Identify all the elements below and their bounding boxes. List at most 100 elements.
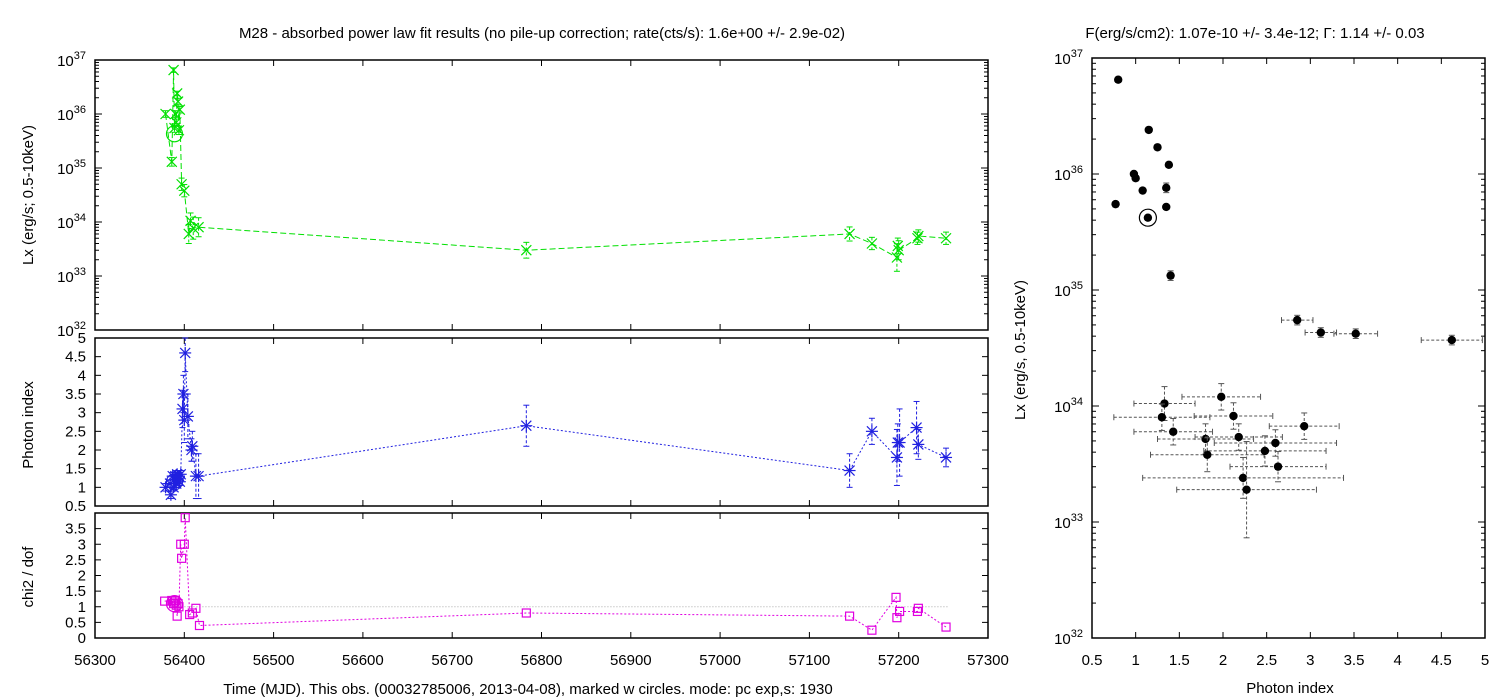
pi-y-tick-label: 3.5 xyxy=(65,386,86,403)
time-tick-label: 57200 xyxy=(878,652,920,669)
pi-series-line xyxy=(165,352,947,495)
pi-y-tick-label: 0.5 xyxy=(65,498,86,515)
pi-y-tick-label: 4.5 xyxy=(65,349,86,366)
time-tick-label: 56800 xyxy=(521,652,563,669)
marked-observation-circle xyxy=(165,125,184,143)
sc-y-tick-label: 1034 xyxy=(1054,396,1083,416)
data-point xyxy=(1164,160,1174,170)
data-point xyxy=(160,596,170,606)
sc-y-tick-label: 1036 xyxy=(1054,164,1083,184)
chi2-series-line xyxy=(164,517,947,631)
data-point xyxy=(1111,199,1120,209)
sc-x-tick-label: 3.5 xyxy=(1344,652,1365,669)
data-point xyxy=(1169,427,1178,436)
data-point xyxy=(160,108,171,120)
data-point xyxy=(1166,271,1175,280)
lx-y-tick-label: 1033 xyxy=(57,266,86,286)
data-point xyxy=(191,603,201,613)
data-point xyxy=(894,606,905,617)
time-tick-label: 56500 xyxy=(253,652,295,669)
data-point xyxy=(173,124,185,136)
data-point xyxy=(177,553,187,563)
lx-y-tick-label: 1037 xyxy=(57,50,86,70)
sc-x-tick-label: 1 xyxy=(1131,652,1139,669)
data-point xyxy=(174,104,186,116)
data-point xyxy=(520,244,532,256)
lx-y-tick-label: 1034 xyxy=(57,212,86,232)
data-point xyxy=(941,622,951,632)
data-point xyxy=(178,185,190,197)
data-point xyxy=(892,240,904,252)
data-point xyxy=(521,608,531,618)
data-point xyxy=(912,230,924,242)
marked-observation-circle xyxy=(165,473,184,491)
pi-y-tick-label: 2.5 xyxy=(65,423,86,440)
data-point xyxy=(1162,202,1171,212)
data-point xyxy=(1153,143,1162,152)
chi-y-tick-label: 0 xyxy=(78,630,86,647)
data-point xyxy=(844,228,856,240)
chi-y-tick-label: 0.5 xyxy=(65,614,86,631)
data-point xyxy=(171,600,181,610)
chi-y-tick-label: 2 xyxy=(78,568,86,585)
sc-y-tick-label: 1032 xyxy=(1054,628,1083,648)
data-point xyxy=(1273,462,1283,471)
lx-y-tick-label: 1036 xyxy=(57,104,86,124)
pi-y-tick-label: 3 xyxy=(78,405,86,422)
marked-observation-circle xyxy=(165,595,184,613)
data-point xyxy=(1143,213,1153,222)
data-point xyxy=(912,232,923,244)
data-point xyxy=(183,228,195,240)
sc-x-tick-label: 2 xyxy=(1219,652,1227,669)
chi-y-tick-label: 1.5 xyxy=(65,583,86,600)
time-tick-label: 56400 xyxy=(163,652,205,669)
data-point xyxy=(1203,450,1212,459)
chi-y-tick-label: 2.5 xyxy=(65,552,86,569)
data-point xyxy=(892,613,902,623)
chi-y-tick-label: 3 xyxy=(78,536,86,553)
data-point xyxy=(1157,413,1167,422)
data-point xyxy=(867,625,877,635)
data-point xyxy=(193,221,205,233)
data-point xyxy=(168,64,180,76)
data-point xyxy=(866,238,878,249)
lx-axis-label: Lx (erg/s; 0.5-10keV) xyxy=(20,125,37,265)
data-point xyxy=(1131,174,1140,183)
lx-y-tick-label: 1035 xyxy=(57,158,86,178)
time-tick-label: 56600 xyxy=(342,652,384,669)
data-point xyxy=(194,620,205,631)
data-point xyxy=(1271,438,1280,448)
sc-y-tick-label: 1033 xyxy=(1054,512,1083,532)
pi-y-tick-label: 4 xyxy=(78,367,86,384)
data-point xyxy=(1300,421,1309,431)
chi-y-tick-label: 1 xyxy=(78,599,86,616)
data-point xyxy=(166,156,178,168)
scatter-panel-frame xyxy=(1091,57,1486,639)
data-point xyxy=(180,513,190,523)
lightcurve-title: M28 - absorbed power law fit results (no… xyxy=(239,25,845,42)
data-point xyxy=(844,611,855,621)
data-point xyxy=(1138,186,1147,195)
data-point xyxy=(1144,125,1153,135)
pi-y-tick-label: 2 xyxy=(78,442,86,459)
sc-x-tick-label: 0.5 xyxy=(1082,652,1103,669)
time-tick-label: 56900 xyxy=(610,652,652,669)
data-point xyxy=(913,603,923,613)
data-point xyxy=(1201,434,1210,444)
time-tick-label: 56300 xyxy=(74,652,116,669)
sc-x-tick-label: 1.5 xyxy=(1169,652,1190,669)
data-point xyxy=(185,609,195,620)
data-point xyxy=(1351,329,1360,338)
data-point xyxy=(893,244,905,256)
axes-layer: 56300 56400 56500 56600 56700 56800 56900 57000… xyxy=(57,48,1489,669)
scatter-title: F(erg/s/cm2): 1.07e-10 +/- 3.4e-12; Γ: 1… xyxy=(1085,25,1424,42)
photon-index-panel-frame xyxy=(94,337,989,507)
pi-y-tick-label: 1 xyxy=(78,479,86,496)
chi-y-tick-label: 3.5 xyxy=(65,521,86,538)
time-tick-label: 57100 xyxy=(789,652,831,669)
lx-series-line xyxy=(165,70,947,259)
data-point xyxy=(1229,411,1238,421)
pi-y-tick-label: 5 xyxy=(78,330,86,347)
data-point xyxy=(1217,392,1226,402)
